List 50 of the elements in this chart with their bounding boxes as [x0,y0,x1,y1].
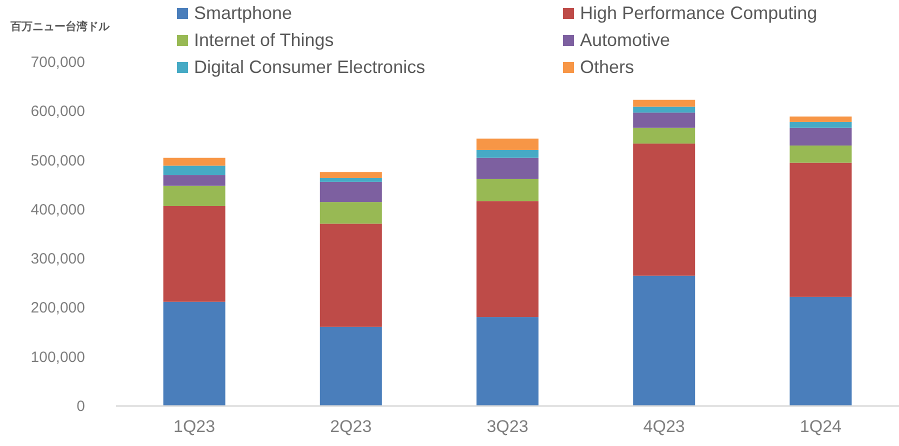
bar [790,116,852,122]
bar [163,158,226,166]
bar [320,172,382,178]
bar [790,122,852,128]
bar [163,186,226,206]
bar [320,178,382,182]
y-tick-label: 200,000 [30,300,85,317]
x-tick-label: 3Q23 [486,417,528,436]
bar [790,296,852,406]
legend-label: Others [580,57,634,77]
legend-label: High Performance Computing [580,3,818,23]
bar [476,150,538,158]
bar [320,182,382,202]
bar [163,166,226,176]
y-tick-label: 600,000 [30,103,85,120]
bar [633,128,696,144]
bar [163,175,226,186]
y-tick-label: 0 [76,398,85,415]
x-tick-label: 2Q23 [330,417,372,436]
bar [163,302,226,406]
y-tick-label: 300,000 [30,250,85,268]
y-tick-label: 100,000 [30,348,85,366]
bar [790,146,852,163]
y-tick-label: 400,000 [30,201,85,218]
bar [163,206,226,302]
y-tick-label: 700,000 [30,54,85,71]
bar [320,224,382,327]
legend-label: Automotive [580,30,670,50]
legend-label: Internet of Things [194,30,334,50]
x-tick-label: 4Q23 [643,417,685,436]
bar [633,144,696,276]
bar [633,100,696,107]
y-axis-title: 百万ニュー台湾ドル [10,20,110,33]
bar [476,138,538,150]
legend-label: Digital Consumer Electronics [194,57,426,77]
bar [790,162,852,297]
legend-label: Smartphone [194,3,292,23]
bar [476,178,538,202]
bar [476,158,538,179]
bar [476,317,538,406]
bar [476,201,538,318]
bar [633,112,696,128]
bar [790,128,852,146]
bar [320,326,382,406]
x-tick-label: 1Q24 [800,417,842,436]
y-tick-label: 500,000 [30,152,85,170]
bar [320,202,382,224]
bar [633,276,696,406]
bar [633,106,696,113]
x-tick-label: 1Q23 [174,417,216,436]
